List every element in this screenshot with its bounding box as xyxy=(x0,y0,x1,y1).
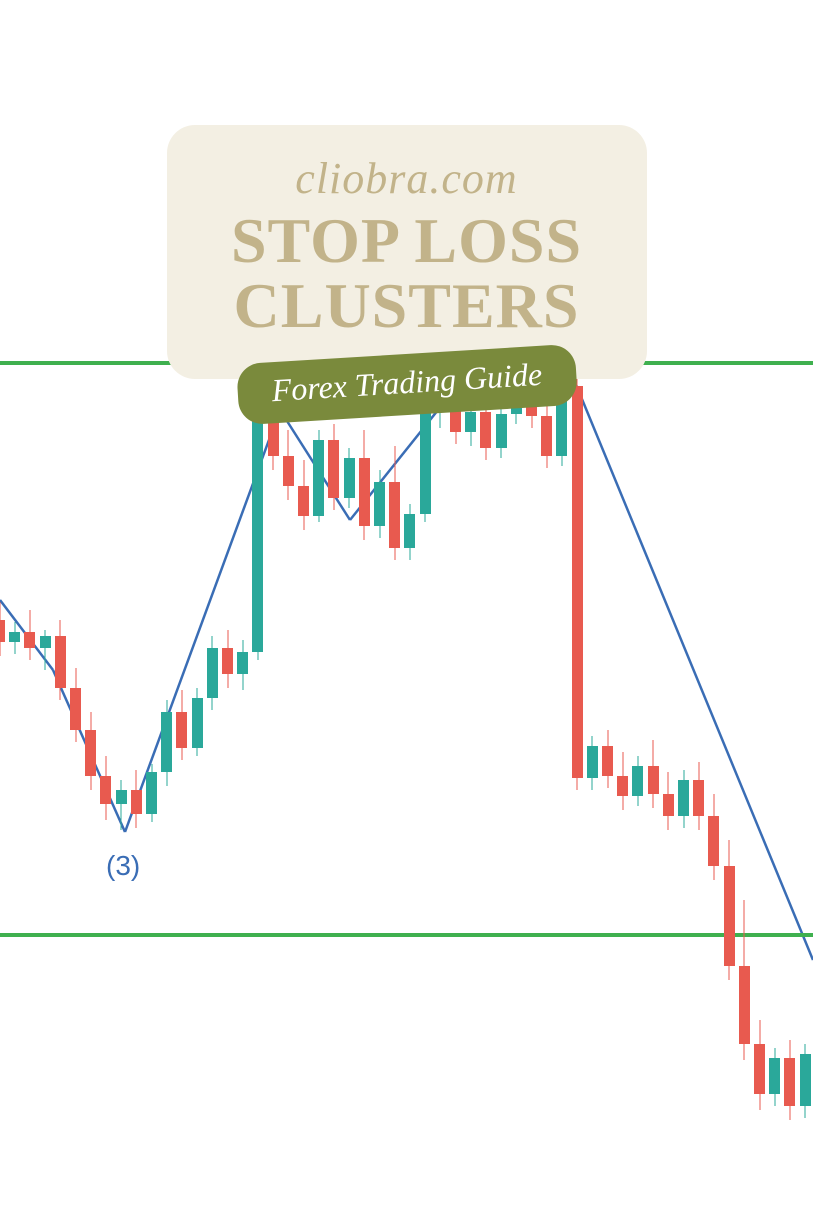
candle xyxy=(724,0,735,1219)
candle xyxy=(678,0,689,1219)
candle xyxy=(648,0,659,1219)
candle xyxy=(146,0,157,1219)
candle xyxy=(85,0,96,1219)
candle xyxy=(800,0,811,1219)
candle xyxy=(663,0,674,1219)
brand-text: cliobra.com xyxy=(187,153,627,204)
wave-label-0: (3) xyxy=(106,850,140,882)
candle xyxy=(784,0,795,1219)
title-line1: STOP LOSS xyxy=(187,208,627,273)
title-line2: CLUSTERS xyxy=(187,273,627,338)
candle xyxy=(40,0,51,1219)
candle xyxy=(70,0,81,1219)
candle xyxy=(55,0,66,1219)
candle xyxy=(708,0,719,1219)
candle xyxy=(100,0,111,1219)
candle xyxy=(693,0,704,1219)
candle xyxy=(739,0,750,1219)
candle xyxy=(0,0,5,1219)
candle xyxy=(131,0,142,1219)
candle xyxy=(24,0,35,1219)
candle xyxy=(116,0,127,1219)
header-card: cliobra.com STOP LOSS CLUSTERS Forex Tra… xyxy=(167,125,647,379)
candle xyxy=(9,0,20,1219)
candle xyxy=(769,0,780,1219)
candle xyxy=(754,0,765,1219)
